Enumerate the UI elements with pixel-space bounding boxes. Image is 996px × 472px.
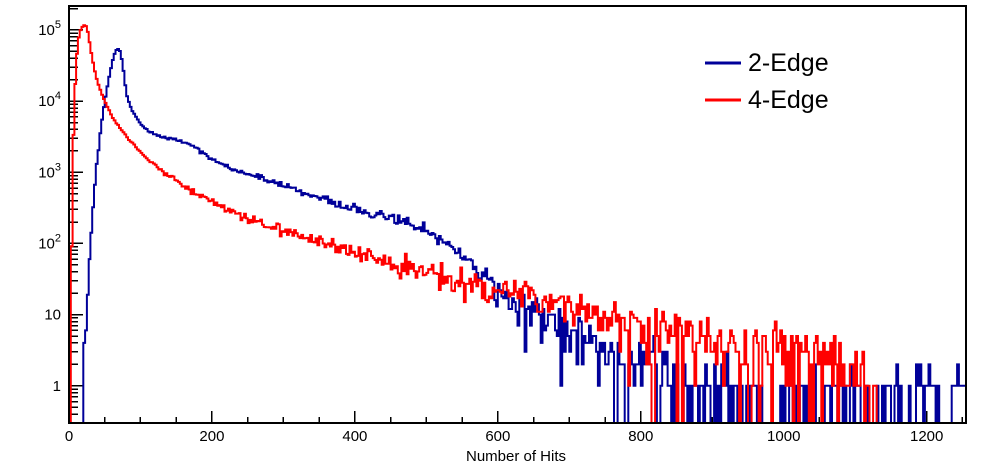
x-axis-title: Number of Hits [466,448,566,465]
legend-label-4-edge: 4-Edge [748,86,829,114]
x-tick-label: 200 [199,428,224,445]
y-tick-label: 10 [44,307,61,324]
plot-frame [68,5,967,424]
y-tick-label: 105 [38,19,61,39]
x-tick-label: 600 [485,428,510,445]
series-path-4-edge [70,24,965,422]
x-tick-label: 0 [65,428,73,445]
y-tick-label: 103 [38,161,61,181]
x-tick-label: 1000 [767,428,800,445]
x-tick-label: 400 [342,428,367,445]
y-tick-label: 104 [38,90,61,110]
legend-label-2-edge: 2-Edge [748,49,829,77]
x-tick-label: 1200 [910,428,943,445]
curves [70,24,965,422]
legend: 2-Edge 4-Edge [705,49,829,114]
x-tick-label: 800 [628,428,653,445]
y-tick-label: 102 [38,232,61,252]
y-tick-label: 1 [53,378,61,395]
